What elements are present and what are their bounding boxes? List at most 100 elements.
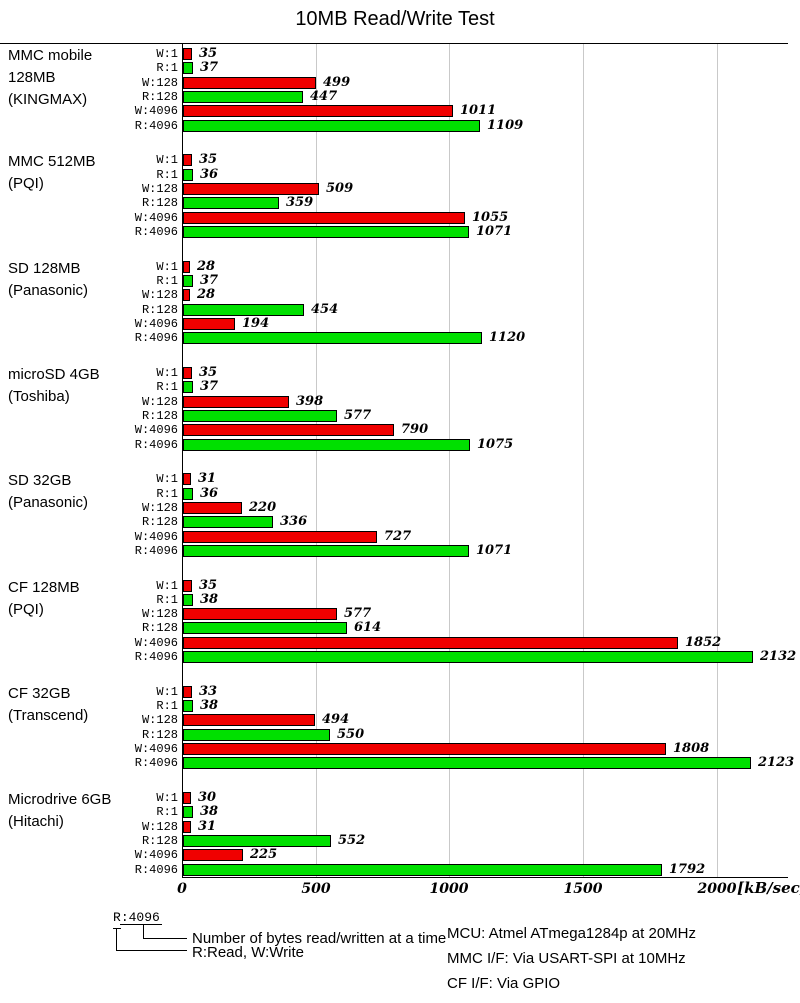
key-read-tick (113, 928, 121, 929)
write-bar (183, 686, 192, 698)
bar-value-label: 359 (286, 195, 314, 210)
bar-value-label: 28 (197, 287, 216, 302)
bar-value-label: 1011 (460, 103, 497, 118)
x-tick-label-1000: 1000 (429, 881, 469, 897)
bar-value-label: 35 (199, 152, 218, 167)
gridline-2000 (717, 44, 718, 877)
row-label: W:4096 (134, 848, 178, 862)
row-label: W:128 (141, 501, 178, 515)
read-bar (183, 91, 303, 103)
bar-value-label: 1109 (487, 118, 524, 133)
row-label: R:4096 (134, 650, 178, 664)
group-label-line: (Hitachi) (8, 813, 64, 830)
bar-value-label: 1792 (669, 862, 706, 877)
row-label: W:1 (156, 791, 178, 805)
bar-value-label: 552 (338, 833, 366, 848)
group-label-line: (PQI) (8, 601, 44, 618)
mcu-note: MCU: Atmel ATmega1284p at 20MHz (447, 925, 696, 942)
group-label-line: CF 128MB (8, 579, 80, 596)
read-bar (183, 62, 193, 74)
bar-value-label: 2123 (758, 755, 795, 770)
read-bar (183, 226, 469, 238)
read-bar (183, 622, 347, 634)
row-label: R:4096 (134, 438, 178, 452)
bar-value-label: 220 (249, 500, 277, 515)
write-bar (183, 580, 192, 592)
cf-interface-note: CF I/F: Via GPIO (447, 975, 561, 992)
row-label: R:4096 (134, 544, 178, 558)
write-bar (183, 77, 316, 89)
bar-value-label: 447 (310, 89, 338, 104)
read-bar (183, 332, 482, 344)
row-label: R:128 (141, 90, 178, 104)
group-label: MMC mobile 128MB (KINGMAX) (8, 45, 92, 111)
row-label: R:128 (141, 728, 178, 742)
key-size-underline (120, 924, 162, 925)
read-bar (183, 381, 193, 393)
bar-value-label: 28 (197, 259, 216, 274)
group-label-line: 128MB (8, 69, 56, 86)
group-label-line: SD 128MB (8, 260, 81, 277)
row-label: W:4096 (134, 104, 178, 118)
write-bar (183, 261, 190, 273)
row-label: R:1 (156, 805, 178, 819)
bar-value-label: 1852 (685, 635, 722, 650)
write-bar (183, 367, 192, 379)
gridline-1000 (449, 44, 450, 877)
key-size-note: Number of bytes read/written at a time (192, 930, 447, 947)
bar-value-label: 727 (384, 529, 412, 544)
group-label: CF 32GB (Transcend) (8, 683, 88, 727)
row-label: R:1 (156, 168, 178, 182)
row-label: W:1 (156, 472, 178, 486)
row-label: W:128 (141, 713, 178, 727)
row-label: W:128 (141, 607, 178, 621)
read-bar (183, 594, 193, 606)
write-bar (183, 212, 465, 224)
x-tick-label-0: 0 (177, 881, 187, 897)
bar-value-label: 30 (198, 790, 217, 805)
write-bar (183, 714, 315, 726)
row-label: R:128 (141, 409, 178, 423)
x-tick-label-500: 500 (301, 881, 331, 897)
write-bar (183, 792, 191, 804)
bar-value-label: 499 (323, 75, 351, 90)
row-label: W:4096 (134, 742, 178, 756)
row-label: R:1 (156, 593, 178, 607)
bar-value-label: 1071 (476, 224, 513, 239)
read-bar (183, 864, 662, 876)
row-label: R:1 (156, 61, 178, 75)
bar-value-label: 1071 (476, 543, 513, 558)
key-read-bracket-vertical (116, 928, 117, 950)
write-bar (183, 473, 191, 485)
bar-value-label: 35 (199, 46, 218, 61)
row-label: R:4096 (134, 756, 178, 770)
row-label: W:4096 (134, 211, 178, 225)
row-label: W:1 (156, 260, 178, 274)
key-size-bracket-vertical (143, 925, 144, 938)
key-size-bracket-horizontal (143, 938, 187, 939)
read-bar (183, 488, 193, 500)
row-label: R:128 (141, 834, 178, 848)
x-tick-label-1500: 1500 (563, 881, 603, 897)
chart-title: 10MB Read/Write Test (295, 8, 495, 30)
write-bar (183, 105, 453, 117)
read-bar (183, 197, 279, 209)
write-bar (183, 183, 319, 195)
bar-value-label: 550 (337, 727, 365, 742)
read-bar (183, 757, 751, 769)
row-label: R:4096 (134, 331, 178, 345)
plot-top-border (0, 43, 788, 44)
group-label-line: microSD 4GB (8, 366, 100, 383)
bar-value-label: 38 (200, 592, 219, 607)
bar-value-label: 1055 (472, 210, 509, 225)
row-label: W:128 (141, 288, 178, 302)
write-bar (183, 743, 666, 755)
legend-key-read-part: R (113, 910, 121, 925)
legend-key-size-part: :4096 (120, 910, 160, 925)
row-label: R:128 (141, 621, 178, 635)
row-label: W:1 (156, 366, 178, 380)
bar-value-label: 35 (199, 365, 218, 380)
row-label: R:4096 (134, 863, 178, 877)
group-label-line: (Panasonic) (8, 494, 89, 511)
write-bar (183, 502, 242, 514)
